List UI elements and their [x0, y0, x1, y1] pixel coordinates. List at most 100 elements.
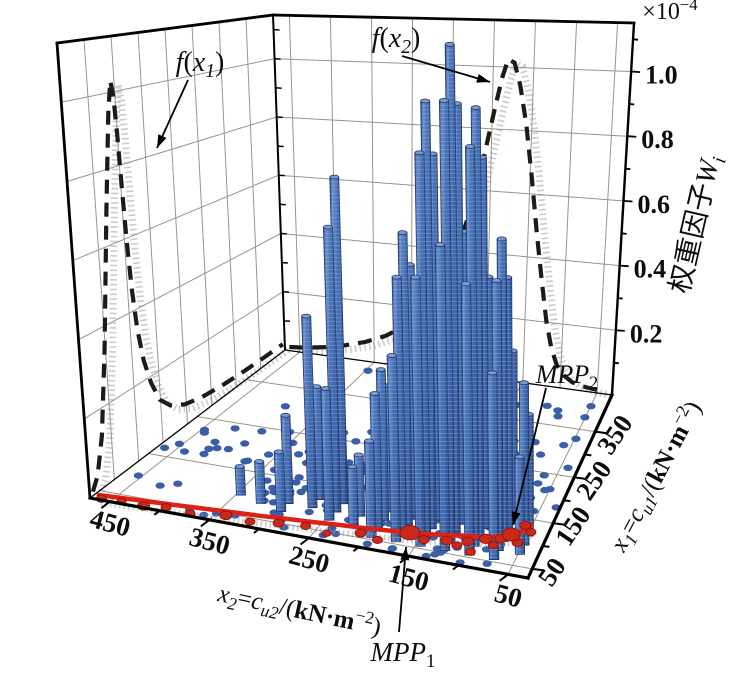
front-axes — [88, 392, 615, 582]
fx2-arrowhead — [476, 73, 490, 83]
bar-top — [323, 224, 333, 230]
blue-dot — [481, 546, 491, 553]
blue-dot — [363, 367, 373, 374]
blue-dot — [160, 444, 170, 451]
bar-texture — [435, 244, 450, 551]
fx2-label: f(x2) — [372, 23, 421, 58]
mpp1-arrowhead — [400, 547, 410, 561]
bar-top — [254, 459, 265, 464]
red-dot — [219, 510, 233, 521]
bar-top — [465, 144, 476, 149]
bar-texture — [320, 388, 335, 521]
annotations: f(x1) f(x2) MPP1 MPP2 — [156, 23, 599, 672]
red-dot — [440, 535, 454, 546]
blue-dot — [223, 445, 233, 453]
blue-dot — [430, 551, 440, 558]
mpp1-label: MPP1 — [370, 637, 436, 672]
blue-dot — [179, 448, 190, 455]
mpp1-point — [399, 525, 421, 541]
blue-dot — [559, 441, 569, 449]
bar-top — [391, 274, 402, 280]
bar-top — [491, 278, 502, 284]
bar-texture — [323, 227, 341, 512]
blue-dot — [536, 451, 546, 458]
blue-dot — [296, 488, 306, 496]
blue-dot — [240, 440, 250, 447]
red-dot — [525, 528, 537, 537]
z-axis-label: 权重因子Wi — [664, 152, 731, 297]
bar-top — [329, 174, 340, 180]
red-dot — [461, 536, 475, 547]
red-dot — [272, 518, 285, 528]
f-x1-curve — [90, 80, 285, 493]
blue-dot — [563, 464, 573, 471]
blue-dot — [242, 457, 253, 464]
bar-texture — [487, 372, 499, 560]
bar-top — [364, 438, 375, 444]
bar-texture — [364, 441, 377, 538]
bar-texture — [439, 100, 455, 542]
blue-dot — [264, 451, 274, 458]
pdf-curves — [90, 56, 612, 497]
z-tick-label: 0.6 — [637, 190, 670, 219]
blue-dot — [230, 425, 240, 432]
blue-dot — [204, 445, 214, 452]
bar-top — [420, 98, 431, 104]
mpp2-arrowhead — [511, 511, 521, 525]
blue-dot — [533, 480, 543, 487]
red-dot — [487, 541, 499, 550]
bar-top — [320, 386, 331, 391]
mpp2-label: MPP2 — [535, 360, 599, 393]
bar-top — [434, 242, 446, 248]
bar-top — [514, 454, 525, 460]
red-dot — [372, 535, 383, 544]
bar-texture — [392, 277, 407, 534]
blue-dot — [257, 428, 267, 435]
bar-top — [375, 367, 386, 373]
x2-axis-label: x2=cu2/(kN·m−2) — [214, 576, 385, 645]
bar-top — [460, 281, 471, 287]
bar-top — [397, 230, 408, 236]
blue-dot — [586, 403, 596, 410]
bar-texture — [387, 355, 401, 542]
blue-dot — [294, 451, 304, 458]
blue-dot — [210, 438, 220, 446]
bar-top — [438, 98, 450, 103]
bar-top — [369, 391, 380, 396]
bar-texture — [414, 152, 431, 538]
blue-dot — [362, 540, 372, 547]
bar-top — [234, 464, 245, 469]
red-dot — [417, 535, 430, 544]
blue-dot — [553, 413, 563, 420]
weight-bars — [234, 41, 534, 560]
f-x1-curve-shadow — [97, 84, 293, 497]
blue-dot — [291, 479, 301, 486]
bar-top — [444, 41, 455, 47]
x2-tick-label: 250 — [286, 540, 333, 579]
blue-dot — [212, 444, 222, 452]
bar-top — [280, 412, 291, 418]
blue-dot — [304, 508, 314, 516]
blue-dot — [580, 414, 590, 421]
red-dot — [354, 528, 367, 538]
bar-texture — [461, 283, 475, 556]
x2-tick-label: 150 — [385, 558, 432, 597]
blue-dot — [545, 486, 555, 493]
z-tick-label: 0.8 — [641, 125, 674, 154]
red-dot — [519, 520, 532, 530]
bar-top — [470, 105, 481, 111]
bar-top — [487, 370, 498, 376]
blue-dot — [542, 402, 552, 409]
z-tick-label: 0.4 — [634, 255, 667, 284]
blue-dot — [539, 472, 549, 479]
z-scale-label: ×10−4 — [642, 0, 698, 25]
red-dot — [464, 547, 476, 556]
bar-top — [410, 274, 421, 280]
blue-dot — [553, 407, 563, 414]
blue-dot — [199, 450, 209, 458]
mpp2-point — [501, 527, 521, 542]
bar-top — [386, 353, 397, 359]
x2-tick-label: 350 — [186, 521, 233, 560]
blue-dot — [482, 560, 492, 567]
